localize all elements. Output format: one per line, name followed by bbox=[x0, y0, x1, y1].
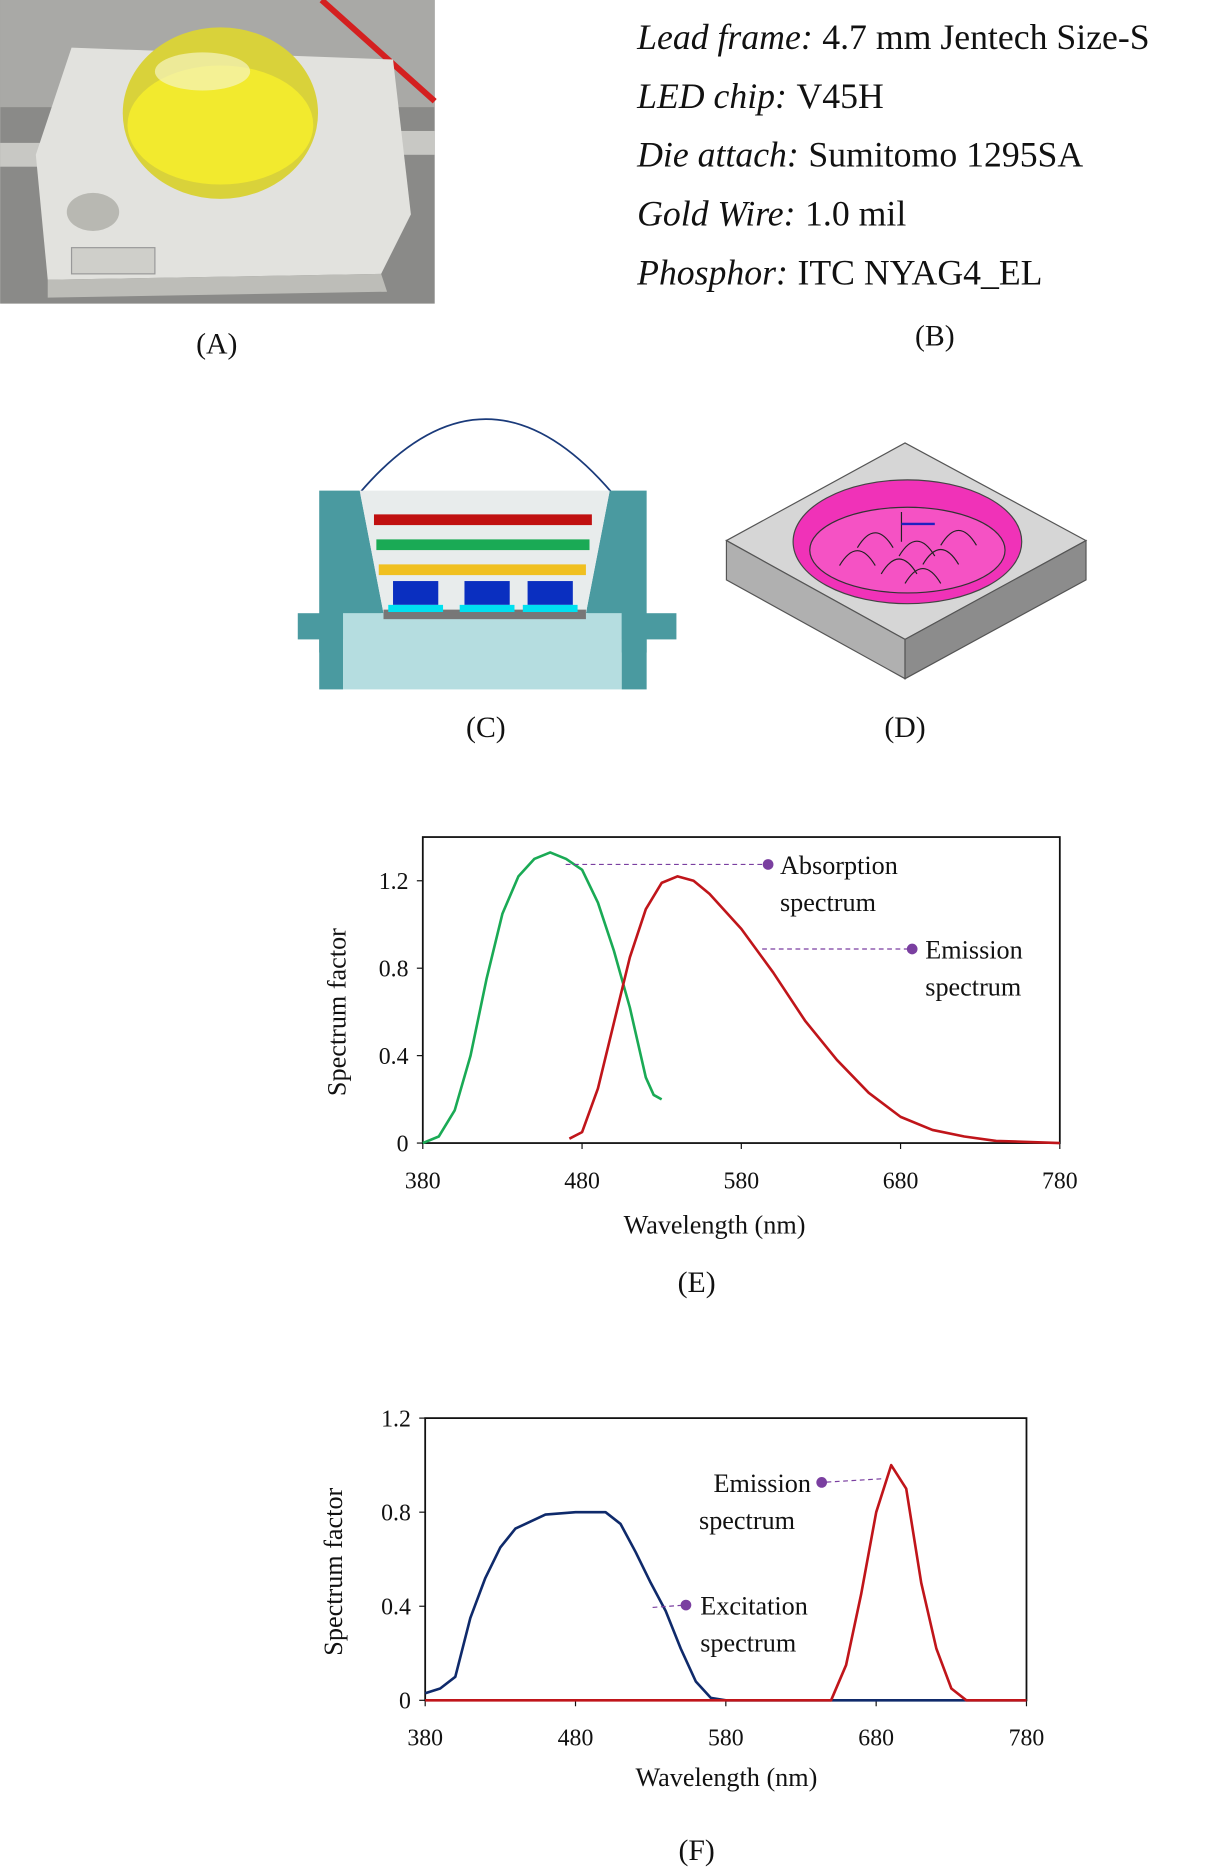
annotation: spectrum bbox=[925, 972, 1021, 1001]
cross-section bbox=[297, 418, 677, 690]
y-tick-label: 0.8 bbox=[381, 1501, 411, 1527]
y-tick-label: 0 bbox=[397, 1131, 409, 1157]
x-axis-label: Wavelength (nm) bbox=[624, 1211, 806, 1240]
series-line bbox=[422, 851, 663, 1145]
annotation: spectrum bbox=[699, 1506, 795, 1535]
y-tick-label: 0.4 bbox=[381, 1595, 411, 1621]
spec-line: Gold Wire: 1.0 mil bbox=[637, 194, 906, 234]
panel-label: (E) bbox=[678, 1266, 716, 1299]
x-tick-label: 780 bbox=[1009, 1726, 1045, 1752]
annotation: Absorption bbox=[780, 851, 898, 880]
x-tick-label: 580 bbox=[708, 1726, 744, 1752]
spec-label: Phosphor: bbox=[636, 253, 788, 293]
spec-line: LED chip: V45H bbox=[636, 76, 884, 116]
spec-value: V45H bbox=[796, 76, 883, 116]
photo bbox=[0, 0, 437, 304]
spec-label: LED chip: bbox=[636, 76, 787, 116]
leader-line bbox=[821, 1478, 882, 1484]
spec-value: 4.7 mm Jentech Size-S bbox=[822, 17, 1149, 57]
annotation: Excitation bbox=[700, 1592, 808, 1621]
x-tick-label: 780 bbox=[1042, 1168, 1078, 1194]
annotation: spectrum bbox=[780, 888, 876, 917]
panel-label: (F) bbox=[678, 1834, 714, 1867]
spec-line: Die attach: Sumitomo 1295SA bbox=[636, 135, 1083, 175]
series-line bbox=[568, 875, 1060, 1145]
spec-line: Lead frame: 4.7 mm Jentech Size-S bbox=[636, 17, 1150, 57]
y-axis-label: Spectrum factor bbox=[319, 1487, 348, 1655]
x-tick-label: 580 bbox=[723, 1168, 759, 1194]
spec-label: Die attach: bbox=[636, 135, 799, 175]
panel-label: (B) bbox=[915, 319, 955, 352]
spec-value: Sumitomo 1295SA bbox=[808, 135, 1083, 175]
panel-label: (D) bbox=[884, 711, 925, 744]
panel-label: (C) bbox=[466, 711, 506, 744]
y-tick-label: 0.4 bbox=[379, 1044, 409, 1070]
annotation: Emission bbox=[925, 936, 1023, 965]
panel-label: (A) bbox=[196, 328, 237, 361]
package-3d bbox=[725, 442, 1088, 680]
leader-dot bbox=[816, 1477, 828, 1488]
spec-value: 1.0 mil bbox=[805, 194, 906, 234]
y-tick-label: 1.2 bbox=[379, 869, 409, 895]
spec-line: Phosphor: ITC NYAG4_EL bbox=[636, 253, 1042, 293]
annotation: Emission bbox=[713, 1469, 811, 1498]
spec-value: ITC NYAG4_EL bbox=[797, 253, 1042, 293]
x-tick-label: 380 bbox=[407, 1726, 443, 1752]
y-tick-label: 1.2 bbox=[381, 1406, 411, 1432]
x-tick-label: 680 bbox=[883, 1168, 919, 1194]
series-line bbox=[425, 1463, 1027, 1702]
x-tick-label: 480 bbox=[564, 1168, 600, 1194]
leader-dot bbox=[762, 859, 774, 870]
leader-line bbox=[652, 1604, 686, 1609]
leader-dot bbox=[906, 943, 918, 955]
x-tick-label: 480 bbox=[558, 1726, 594, 1752]
y-tick-label: 0 bbox=[399, 1689, 411, 1715]
spec-label: Gold Wire: bbox=[637, 194, 795, 234]
x-tick-label: 380 bbox=[405, 1168, 441, 1194]
annotation: spectrum bbox=[700, 1628, 796, 1657]
x-axis-label: Wavelength (nm) bbox=[635, 1763, 817, 1792]
spec-list: Lead frame: 4.7 mm Jentech Size-S LED chip… bbox=[636, 17, 1150, 293]
plot-frame bbox=[424, 1417, 1028, 1702]
y-axis-label: Spectrum factor bbox=[322, 928, 351, 1096]
series-line bbox=[424, 1510, 1027, 1702]
y-tick-label: 0.8 bbox=[379, 957, 409, 983]
leader-dot bbox=[680, 1599, 692, 1611]
spec-label: Lead frame: bbox=[636, 17, 813, 57]
x-tick-label: 680 bbox=[858, 1726, 894, 1752]
